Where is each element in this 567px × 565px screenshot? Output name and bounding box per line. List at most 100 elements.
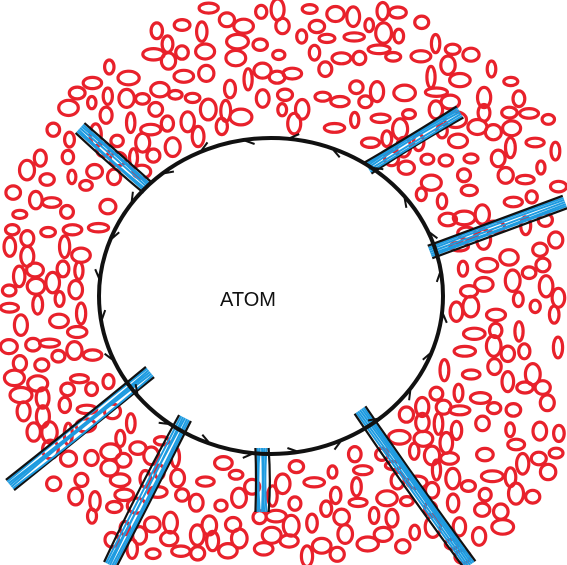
particle	[99, 442, 123, 462]
particle	[86, 94, 98, 111]
particle	[384, 507, 400, 529]
stream-strand	[364, 405, 477, 562]
stream-strand	[111, 418, 188, 565]
particle	[197, 63, 216, 84]
particle	[254, 3, 269, 20]
stream-strand	[76, 130, 146, 193]
particle	[473, 275, 495, 293]
particle	[0, 301, 20, 314]
boundary-tick	[331, 147, 341, 158]
particle	[503, 136, 517, 160]
particle	[33, 357, 51, 373]
particle	[216, 541, 239, 560]
particle	[547, 230, 565, 250]
particle	[462, 152, 480, 165]
particle	[74, 301, 88, 326]
stream-strand	[430, 203, 567, 256]
particle	[55, 259, 71, 279]
particle	[506, 437, 527, 452]
particle	[273, 472, 292, 496]
particle	[500, 105, 519, 120]
stream-strand	[105, 415, 182, 564]
particle	[195, 20, 209, 43]
particle	[65, 324, 89, 340]
atom-boundary	[97, 136, 445, 456]
particle	[511, 290, 525, 309]
particle	[419, 173, 443, 192]
particle	[393, 538, 412, 555]
stream-strand	[357, 410, 469, 565]
particle	[12, 313, 29, 338]
particle	[149, 21, 165, 41]
particle	[326, 464, 339, 480]
particle	[329, 94, 351, 109]
particle	[81, 75, 104, 91]
particle	[537, 274, 555, 299]
particle	[528, 298, 542, 315]
boundary-tick	[371, 166, 384, 171]
particle	[57, 98, 80, 118]
stream-strand	[368, 113, 462, 171]
particle	[474, 414, 491, 433]
particle	[307, 43, 322, 62]
particle	[317, 60, 334, 79]
particle	[349, 110, 361, 130]
particle	[260, 525, 283, 545]
particle	[504, 421, 517, 439]
particle	[374, 21, 394, 45]
particle	[98, 197, 118, 216]
particle	[81, 348, 104, 362]
particle	[187, 492, 205, 513]
particle	[342, 31, 366, 43]
particle	[305, 512, 319, 534]
particle	[67, 278, 85, 301]
particle	[375, 489, 399, 508]
particle	[499, 344, 517, 364]
particle	[222, 78, 238, 100]
particle	[86, 221, 111, 234]
particle	[0, 283, 18, 298]
particle	[4, 184, 23, 201]
particle	[477, 486, 493, 503]
particle	[242, 67, 254, 92]
particle	[502, 75, 520, 88]
boundary-tick	[134, 384, 139, 397]
boundary-tick	[435, 270, 442, 283]
stream-strand	[82, 123, 152, 186]
stream-strand	[80, 125, 151, 188]
particle	[533, 379, 552, 396]
particle	[515, 451, 531, 476]
stream-strand	[428, 196, 564, 249]
particle	[198, 97, 218, 122]
particle	[513, 320, 525, 343]
particle	[413, 14, 431, 31]
particle	[328, 485, 343, 506]
particle	[313, 90, 332, 103]
particle	[27, 189, 44, 211]
particle	[345, 5, 362, 29]
particle	[34, 386, 51, 410]
particle	[409, 49, 433, 64]
particle	[183, 91, 202, 105]
stream-strand	[10, 372, 153, 488]
particle	[172, 68, 196, 84]
particle	[500, 370, 516, 394]
particle	[179, 110, 196, 134]
particle	[550, 286, 567, 309]
particle	[517, 342, 532, 361]
particle	[34, 404, 52, 429]
particle	[503, 268, 522, 293]
particle	[419, 152, 436, 166]
particle	[448, 71, 472, 89]
particle	[439, 54, 457, 76]
particle	[445, 492, 461, 514]
particle	[142, 515, 162, 534]
particle	[407, 441, 421, 461]
particle	[438, 430, 455, 455]
particle	[398, 495, 415, 508]
particle	[243, 477, 262, 496]
stream-strand	[360, 408, 473, 565]
boundary-tick	[109, 231, 120, 241]
particle	[293, 97, 311, 121]
boundary-ticks	[94, 133, 448, 459]
